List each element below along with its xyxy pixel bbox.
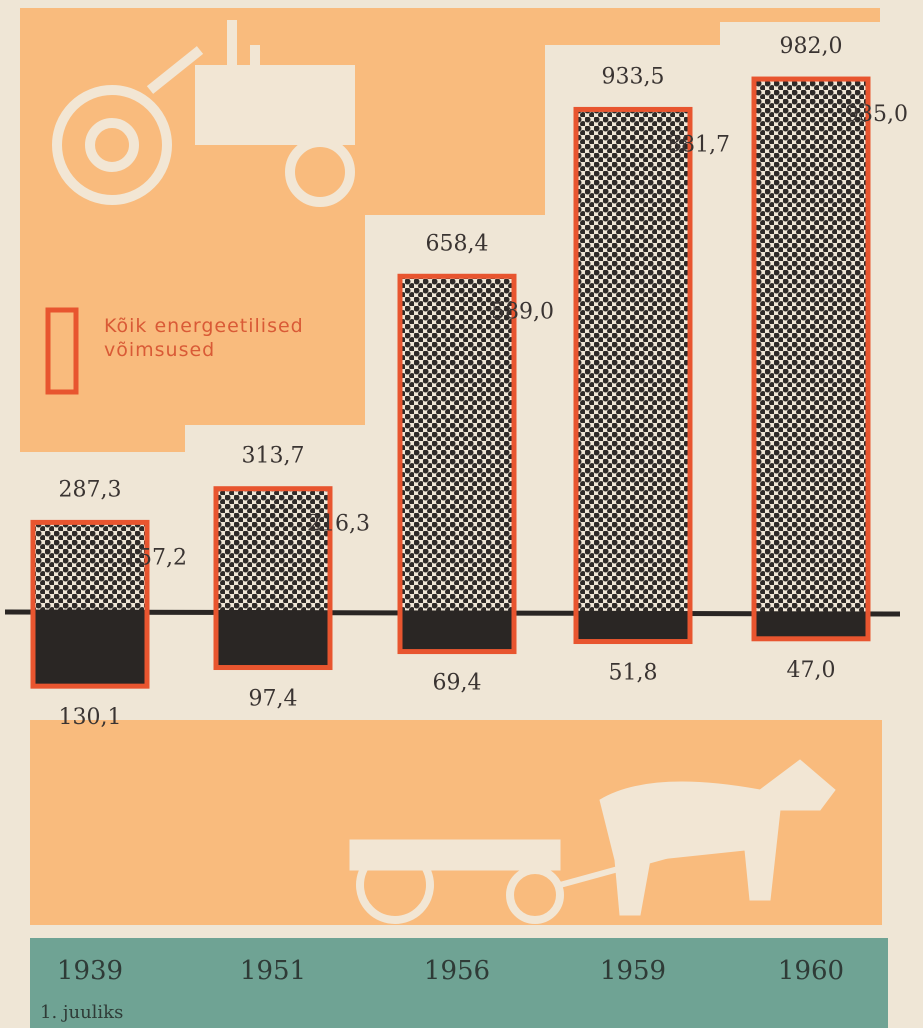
mechanical-label: 589,0 [491, 299, 554, 324]
footer-band [30, 938, 888, 1028]
total-outline [397, 273, 517, 655]
x-tick-label: 1951 [240, 956, 306, 986]
total-label: 982,0 [780, 34, 843, 59]
mechanical-label: 935,0 [845, 102, 908, 127]
x-tick-label: 1956 [424, 956, 490, 986]
animal-label: 69,4 [433, 671, 482, 696]
horse-cart-icon [349, 759, 836, 924]
x-tick-label: 1959 [600, 956, 666, 986]
total-label: 658,4 [426, 231, 489, 256]
mechanical-bar [400, 276, 514, 612]
total-outline [573, 106, 693, 645]
mechanical-bar [576, 109, 690, 612]
animal-bar [576, 612, 690, 642]
animal-label: 130,1 [59, 705, 122, 730]
x-tick-label: 1939 [57, 956, 123, 986]
animal-label: 97,4 [249, 687, 298, 712]
footnote: 1. juuliks [40, 1002, 124, 1023]
total-outline [751, 76, 871, 642]
legend-label: Kõik energeetilised võimsused [104, 315, 304, 361]
animal-label: 47,0 [787, 658, 836, 683]
baseline [4, 609, 901, 617]
total-label: 287,3 [59, 477, 122, 502]
total-label: 933,5 [602, 64, 665, 89]
total-outline [213, 486, 333, 671]
total-outline [30, 519, 150, 689]
animal-bar [400, 612, 514, 652]
total-label: 313,7 [242, 444, 305, 469]
tractor-icon [52, 20, 355, 207]
mechanical-bar [754, 79, 868, 613]
legend-swatch [45, 307, 79, 395]
mechanical-bar [216, 488, 330, 612]
animal-bar [754, 612, 868, 639]
x-tick-label: 1960 [778, 956, 844, 986]
mechanical-label: 216,3 [307, 512, 370, 537]
mechanical-label: 881,7 [667, 132, 730, 157]
animal-bar [33, 612, 147, 687]
mechanical-label: 157,2 [124, 545, 187, 570]
animal-bar [216, 612, 330, 668]
animal-label: 51,8 [609, 661, 658, 686]
mechanical-bar [33, 522, 147, 612]
